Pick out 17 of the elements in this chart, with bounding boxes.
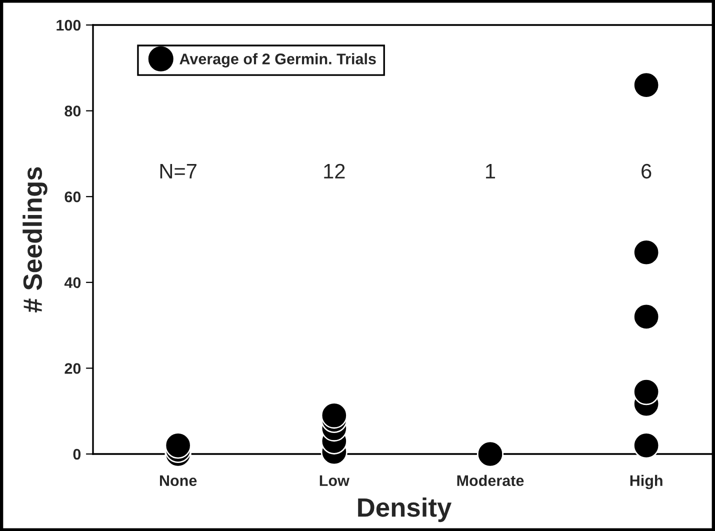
annotation: 12 — [324, 164, 345, 178]
annotation: 6 — [642, 164, 652, 179]
y-tick-label: 100 — [56, 20, 81, 31]
annotation: N=7 — [160, 164, 196, 178]
y-axis-title: # Seedlings — [22, 167, 48, 312]
legend-label: Average of 2 Germin. Trials — [180, 53, 376, 68]
x-tick-label: High — [630, 474, 662, 490]
x-tick-label: None — [160, 475, 197, 486]
y-tick-label: 80 — [64, 106, 81, 116]
x-axis-title: Density — [358, 497, 452, 522]
annotation: 1 — [486, 164, 496, 178]
y-tick-label: 60 — [64, 191, 81, 202]
x-tick-label: Low — [320, 475, 350, 486]
y-tick-label: 20 — [64, 363, 81, 374]
y-tick-label: 0 — [73, 448, 81, 460]
x-tick-label: Moderate — [457, 474, 524, 486]
y-tick-label: 40 — [64, 277, 81, 288]
